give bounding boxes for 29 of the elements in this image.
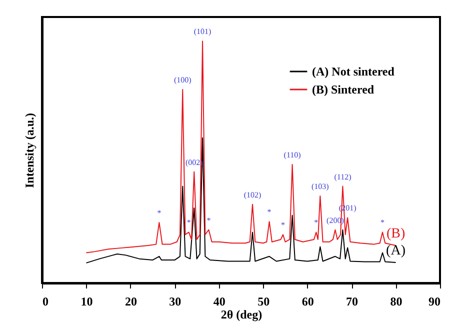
annotation: (101)	[194, 27, 212, 36]
legend-label: (B) Sintered	[312, 82, 374, 96]
x-tick-label: 0	[42, 294, 48, 308]
legend-label: (A) Not sintered	[312, 64, 395, 78]
annotation: *	[281, 220, 286, 230]
annotation: *	[314, 218, 318, 228]
annotation: (110)	[284, 150, 302, 160]
x-tick-label: 60	[302, 294, 314, 308]
x-tick-label: 10	[80, 294, 93, 308]
annotation: (A)	[386, 243, 406, 258]
x-axis-title: 2θ (deg)	[220, 308, 262, 322]
annotation: (100)	[174, 76, 192, 85]
annotation: *	[380, 218, 385, 228]
annotation: *	[206, 216, 211, 225]
y-axis-title: Intensity (a.u.)	[22, 112, 36, 188]
annotation: (102)	[244, 190, 262, 200]
x-tick-label: 50	[258, 294, 270, 308]
x-tick-label: 40	[213, 294, 226, 308]
annotation: (112)	[334, 172, 352, 182]
annotation: (103)	[311, 182, 330, 191]
x-tick-label: 80	[390, 294, 402, 308]
annotation: *	[157, 208, 162, 218]
x-tick-label: 20	[124, 294, 137, 308]
x-tick-label: 70	[346, 294, 358, 308]
annotation: (B)	[386, 226, 406, 242]
x-tick-label: 30	[169, 294, 182, 308]
x-tick-label: 90	[428, 294, 440, 308]
annotation: *	[186, 218, 191, 228]
annotation: *	[267, 208, 272, 217]
